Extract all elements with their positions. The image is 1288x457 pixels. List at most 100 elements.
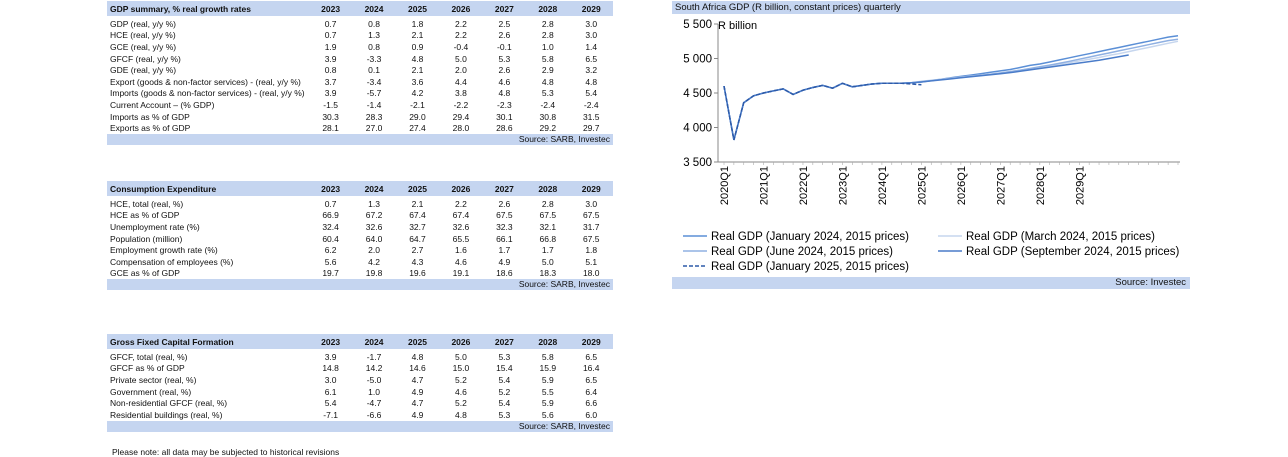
row-value: 4.8: [411, 53, 424, 64]
row-label: Imports (goods & non-factor services) - …: [110, 88, 305, 99]
table-row: Exports as % of GDP 28.1 27.0 27.4 28.0 28.6 2…: [107, 122, 613, 134]
row-value: 2.1: [411, 198, 424, 209]
y-tick-label: 4 500: [683, 88, 712, 100]
row-value: 15.0: [452, 363, 470, 374]
row-label: Government (real, %): [110, 386, 192, 397]
row-value: 5.0: [455, 53, 467, 64]
year-header: 2027: [494, 3, 514, 14]
row-value: 19.7: [322, 268, 339, 279]
row-value: 4.6: [455, 256, 467, 267]
row-value: -1.7: [366, 351, 382, 362]
table-row: Non-residential GFCF (real, %) 5.4 -4.7 4.7…: [107, 397, 613, 409]
row-value: 14.6: [409, 363, 426, 374]
table-row: Government (real, %) 6.1 1.0 4.9 4.6 5.2 5.5 6.…: [107, 386, 613, 398]
row-value: -2.4: [540, 99, 556, 110]
x-tick-label: 2022Q1: [798, 166, 810, 205]
row-value: 2.5: [498, 18, 511, 29]
row-value: 5.3: [498, 351, 511, 362]
row-label: Residential buildings (real, %): [110, 409, 223, 420]
row-value: 5.6: [324, 256, 337, 267]
row-value: 4.3: [411, 256, 424, 267]
revision-note: Please note: all data may be subjected t…: [112, 447, 340, 457]
row-value: 5.1: [585, 256, 598, 267]
row-label: HCE, total (real, %): [110, 198, 184, 209]
row-value: 5.3: [498, 409, 511, 420]
row-value: 66.9: [322, 210, 339, 221]
row-value: 1.6: [455, 245, 467, 256]
row-value: 4.8: [498, 88, 511, 99]
row-value: -2.1: [410, 99, 425, 110]
x-axis: 2020Q1 2021Q1 2022Q1 2023Q1 2024Q1 2025Q1 2026…: [718, 161, 1180, 205]
row-value: 1.9: [324, 41, 337, 52]
row-value: 3.9: [324, 88, 337, 99]
row-label: GCE (real, y/y %): [110, 41, 177, 52]
table-header: Consumption Expenditure 2023 2024 2025 2026 2…: [107, 181, 613, 196]
year-header: 2024: [364, 3, 384, 14]
row-value: 5.8: [541, 351, 554, 362]
row-value: -2.4: [583, 99, 599, 110]
legend-label: Real GDP (January 2025, 2015 prices): [711, 261, 909, 273]
row-value: 5.4: [585, 88, 598, 99]
row-value: 27.4: [409, 123, 426, 134]
year-header: 2029: [581, 336, 601, 347]
row-value: 31.7: [582, 221, 600, 232]
x-tick-label: 2020Q1: [719, 166, 731, 205]
x-tick-label: 2025Q1: [916, 166, 928, 205]
year-header: 2025: [408, 3, 427, 14]
year-header: 2026: [451, 3, 471, 14]
year-header: 2028: [538, 336, 558, 347]
series-line: [723, 40, 1179, 141]
row-value: 4.4: [455, 76, 467, 87]
row-value: 3.6: [411, 76, 424, 87]
year-header: 2027: [494, 183, 514, 194]
row-value: 28.1: [322, 123, 339, 134]
row-value: 0.1: [368, 65, 380, 76]
row-value: 5.3: [498, 53, 511, 64]
row-label: GFCF, total (real, %): [110, 351, 188, 362]
row-value: 30.3: [322, 111, 339, 122]
y-axis: 3 500 4 000 4 500 5 000 5 500: [683, 19, 719, 169]
row-value: 3.2: [585, 65, 598, 76]
row-value: 2.8: [541, 18, 554, 29]
row-value: 30.1: [496, 111, 513, 122]
row-value: 4.6: [455, 386, 467, 397]
year-header: 2026: [451, 336, 471, 347]
row-value: 18.6: [496, 268, 513, 279]
row-value: 0.7: [324, 30, 337, 41]
table-source: Source: SARB, Investec: [107, 133, 613, 145]
row-value: 2.2: [455, 198, 467, 209]
row-value: 5.0: [455, 351, 467, 362]
year-header: 2027: [494, 336, 514, 347]
y-tick-label: 5 000: [683, 54, 712, 66]
legend-label: Real GDP (March 2024, 2015 prices): [966, 231, 1155, 243]
row-value: 28.6: [496, 123, 513, 134]
table-row: Unemployment rate (%) 32.4 32.6 32.7 32.6 32.…: [107, 221, 613, 233]
row-value: -1.4: [366, 99, 382, 110]
row-value: -0.1: [497, 41, 512, 52]
series-line: [723, 34, 1179, 141]
legend-label: Real GDP (June 2024, 2015 prices): [711, 246, 893, 258]
row-value: 15.9: [539, 363, 557, 374]
row-value: 4.7: [411, 398, 424, 409]
row-value: 0.9: [411, 41, 424, 52]
table-row: Compensation of employees (%) 5.6 4.2 4.3 4.…: [107, 256, 613, 268]
row-value: 3.9: [324, 53, 337, 64]
row-value: 6.1: [324, 386, 337, 397]
row-value: 29.2: [539, 123, 557, 134]
row-value: 5.2: [455, 398, 467, 409]
row-label: Imports as % of GDP: [110, 111, 190, 122]
x-tick-label: 2028Q1: [1035, 166, 1047, 205]
row-value: 1.4: [585, 41, 598, 52]
row-value: 5.4: [324, 398, 337, 409]
row-value: 2.8: [541, 198, 554, 209]
row-label: Employment growth rate (%): [110, 245, 218, 256]
consumption-expenditure-table: Consumption Expenditure 2023 2024 2025 2026 2…: [107, 181, 613, 291]
row-label: GDP (real, y/y %): [110, 18, 176, 29]
row-label: HCE (real, y/y %): [110, 30, 176, 41]
row-value: 3.0: [585, 30, 598, 41]
x-tick-label: 2021Q1: [758, 166, 770, 205]
row-value: 4.8: [455, 409, 467, 420]
row-value: 6.5: [585, 351, 598, 362]
year-header: 2023: [321, 3, 341, 14]
row-label: HCE as % of GDP: [110, 210, 180, 221]
